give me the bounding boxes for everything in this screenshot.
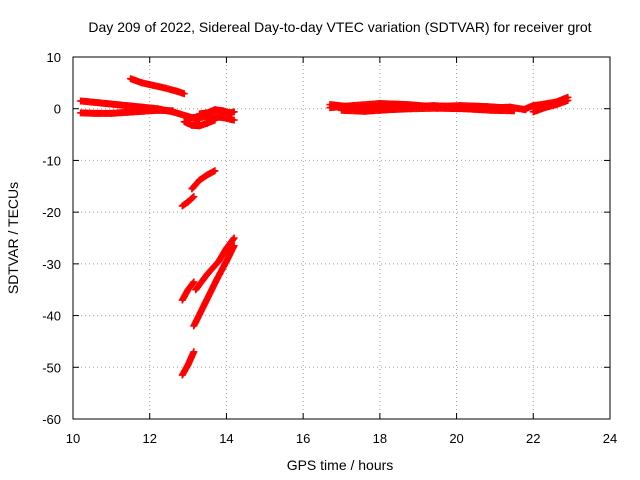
x-tick-label: 20 [449,431,463,446]
series-track-o [338,104,518,115]
data-point [190,278,198,286]
data-point [230,242,238,250]
data-point [190,193,198,201]
x-tick-label: 16 [296,431,310,446]
x-tick-label: 22 [526,431,540,446]
y-tick-label: -30 [42,257,61,272]
y-tick-label: -50 [42,360,61,375]
series-track-l [178,348,198,379]
plot-frame [72,56,611,420]
y-tick-label: -10 [42,153,61,168]
data-point [230,108,238,116]
x-tick-label: 10 [66,431,80,446]
series-track-h [178,193,198,210]
y-ticks: 10 0 -10 -20 -30 -40 -50 -60 [42,50,610,427]
series-track-f [184,112,238,124]
series-track-g [188,167,219,193]
chart-title: Day 209 of 2022, Sidereal Day-to-day VTE… [88,19,591,35]
y-tick-label: -60 [42,412,61,427]
y-axis-label: SDTVAR / TECUs [5,182,21,294]
series-track-b [77,106,177,117]
x-tick-label: 14 [219,431,233,446]
data-point [510,107,518,115]
x-tick-label: 18 [373,431,387,446]
series-track-c [127,75,188,98]
x-ticks: 10 12 14 16 18 20 22 24 [66,57,617,446]
data-point [230,116,238,124]
series-track-i [192,234,238,294]
data-point [180,90,188,98]
y-tick-label: 0 [54,102,61,117]
data-point [189,279,197,287]
data-point [211,167,219,175]
series-track-k [178,278,198,304]
series-track-j [190,242,238,330]
y-tick-label: 10 [47,50,61,65]
data-point [564,96,572,104]
data-point [189,193,197,201]
series-track-q [529,96,572,116]
y-tick-label: -40 [42,309,61,324]
x-tick-label: 12 [142,431,156,446]
y-tick-label: -20 [42,205,61,220]
data-point [190,348,198,356]
x-tick-label: 24 [603,431,617,446]
x-axis-label: GPS time / hours [287,457,394,473]
data-point [230,234,238,242]
data-point [169,107,177,115]
data-point [229,235,237,243]
data-marks [77,75,572,379]
